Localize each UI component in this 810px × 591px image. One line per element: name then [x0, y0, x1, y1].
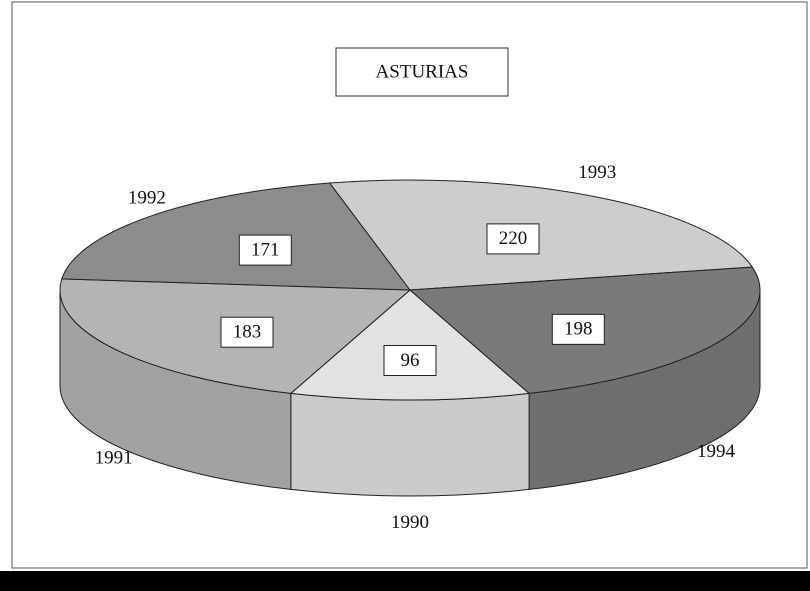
value-label-box	[220, 316, 274, 348]
value-label: 198	[564, 319, 593, 340]
value-label-box	[486, 223, 540, 255]
value-label-box	[551, 313, 605, 345]
category-label: 1993	[578, 162, 616, 183]
value-label: 220	[499, 228, 528, 249]
value-label: 183	[233, 322, 262, 343]
value-label-box	[238, 234, 292, 266]
title-box	[335, 47, 509, 97]
pie-wall	[290, 392, 530, 497]
category-label: 1991	[95, 448, 133, 469]
value-label: 171	[251, 239, 280, 260]
pie-slice	[61, 182, 412, 291]
category-label: 1990	[391, 512, 429, 533]
value-label-box	[383, 345, 437, 376]
pie-labels: 96 1990 183 1991 171 1992 220 1993 198 1994	[95, 162, 736, 533]
pie-slice	[328, 179, 754, 291]
category-label: 1992	[128, 188, 166, 209]
value-label: 96	[401, 350, 420, 371]
category-label: 1994	[697, 441, 736, 462]
chart-title: ASTURIAS	[376, 61, 469, 82]
scan-bar	[0, 571, 810, 591]
